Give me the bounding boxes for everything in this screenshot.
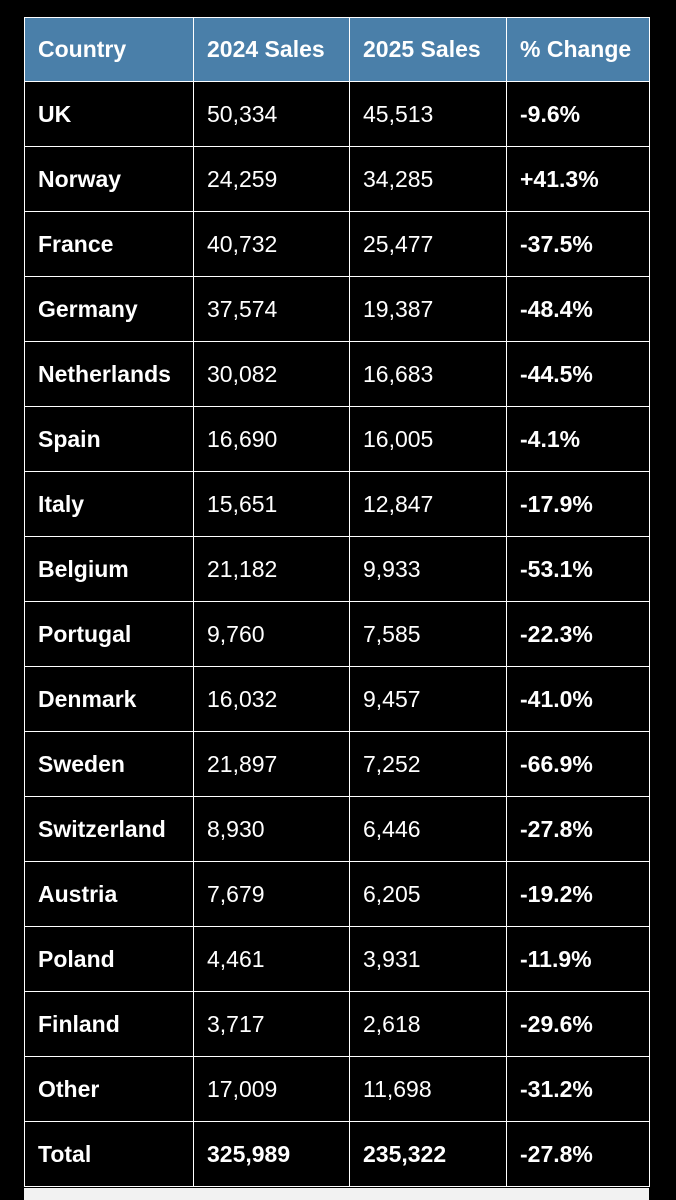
table-row: UK 50,334 45,513 -9.6%: [24, 81, 650, 147]
cell-2024-sales: 21,182: [193, 536, 350, 602]
cell-2024-sales: 40,732: [193, 211, 350, 277]
cell-2025-sales: 11,698: [349, 1056, 507, 1122]
header-row: Country 2024 Sales 2025 Sales % Change: [24, 17, 650, 82]
cell-2025-sales: 7,585: [349, 601, 507, 667]
cell-2025-sales: 45,513: [349, 81, 507, 147]
cell-percent-change: -37.5%: [506, 211, 650, 277]
cell-country: Other: [24, 1056, 194, 1122]
cell-country: Netherlands: [24, 341, 194, 407]
cell-percent-change: -48.4%: [506, 276, 650, 342]
cell-country: Sweden: [24, 731, 194, 797]
cell-country: Belgium: [24, 536, 194, 602]
table-row: Sweden 21,897 7,252 -66.9%: [24, 731, 650, 797]
cell-percent-change: -22.3%: [506, 601, 650, 667]
cell-country: Finland: [24, 991, 194, 1057]
table-row: Italy 15,651 12,847 -17.9%: [24, 471, 650, 537]
cell-country: Norway: [24, 146, 194, 212]
cell-2025-sales: 25,477: [349, 211, 507, 277]
sales-table-container: Country 2024 Sales 2025 Sales % Change U…: [24, 17, 650, 1187]
cell-percent-change: -11.9%: [506, 926, 650, 992]
cell-2025-sales: 2,618: [349, 991, 507, 1057]
cell-country: Switzerland: [24, 796, 194, 862]
bottom-bar: [24, 1188, 649, 1200]
table-row: Norway 24,259 34,285 +41.3%: [24, 146, 650, 212]
cell-2024-sales: 9,760: [193, 601, 350, 667]
cell-percent-change: -29.6%: [506, 991, 650, 1057]
cell-percent-change: -9.6%: [506, 81, 650, 147]
table-row: Other 17,009 11,698 -31.2%: [24, 1056, 650, 1122]
cell-percent-change: -19.2%: [506, 861, 650, 927]
cell-percent-change: -66.9%: [506, 731, 650, 797]
column-header-2024-sales: 2024 Sales: [193, 17, 350, 82]
cell-percent-change: -41.0%: [506, 666, 650, 732]
table-row: Austria 7,679 6,205 -19.2%: [24, 861, 650, 927]
cell-percent-change: -17.9%: [506, 471, 650, 537]
cell-country: Austria: [24, 861, 194, 927]
cell-country: Denmark: [24, 666, 194, 732]
table-row: Switzerland 8,930 6,446 -27.8%: [24, 796, 650, 862]
cell-2024-sales: 3,717: [193, 991, 350, 1057]
cell-percent-change: -53.1%: [506, 536, 650, 602]
cell-country: Total: [24, 1121, 194, 1187]
table-row: Spain 16,690 16,005 -4.1%: [24, 406, 650, 472]
cell-2025-sales: 34,285: [349, 146, 507, 212]
table-row: Netherlands 30,082 16,683 -44.5%: [24, 341, 650, 407]
cell-2025-sales: 6,205: [349, 861, 507, 927]
cell-country: Portugal: [24, 601, 194, 667]
cell-2024-sales: 17,009: [193, 1056, 350, 1122]
cell-2024-sales: 50,334: [193, 81, 350, 147]
cell-country: Germany: [24, 276, 194, 342]
cell-2025-sales: 7,252: [349, 731, 507, 797]
table-header: Country 2024 Sales 2025 Sales % Change: [24, 17, 650, 82]
total-row: Total 325,989 235,322 -27.8%: [24, 1121, 650, 1187]
cell-percent-change: -4.1%: [506, 406, 650, 472]
cell-country: Italy: [24, 471, 194, 537]
cell-2024-sales: 7,679: [193, 861, 350, 927]
table-row: Portugal 9,760 7,585 -22.3%: [24, 601, 650, 667]
column-header-percent-change: % Change: [506, 17, 650, 82]
cell-2024-sales: 24,259: [193, 146, 350, 212]
cell-2025-sales: 16,005: [349, 406, 507, 472]
table-row: Denmark 16,032 9,457 -41.0%: [24, 666, 650, 732]
cell-2025-sales: 12,847: [349, 471, 507, 537]
cell-2024-sales: 16,690: [193, 406, 350, 472]
column-header-2025-sales: 2025 Sales: [349, 17, 507, 82]
cell-2024-sales: 30,082: [193, 341, 350, 407]
cell-2024-sales: 15,651: [193, 471, 350, 537]
cell-2024-sales: 325,989: [193, 1121, 350, 1187]
table-row: Poland 4,461 3,931 -11.9%: [24, 926, 650, 992]
sales-table: Country 2024 Sales 2025 Sales % Change U…: [24, 17, 650, 1187]
cell-2024-sales: 8,930: [193, 796, 350, 862]
table-row: Belgium 21,182 9,933 -53.1%: [24, 536, 650, 602]
cell-country: Poland: [24, 926, 194, 992]
cell-2025-sales: 6,446: [349, 796, 507, 862]
cell-percent-change: -27.8%: [506, 796, 650, 862]
table-body: UK 50,334 45,513 -9.6% Norway 24,259 34,285 +41…: [24, 81, 650, 1187]
cell-2025-sales: 235,322: [349, 1121, 507, 1187]
cell-2024-sales: 4,461: [193, 926, 350, 992]
cell-percent-change: -27.8%: [506, 1121, 650, 1187]
cell-country: Spain: [24, 406, 194, 472]
column-header-country: Country: [24, 17, 194, 82]
cell-2024-sales: 16,032: [193, 666, 350, 732]
cell-2025-sales: 19,387: [349, 276, 507, 342]
cell-2025-sales: 3,931: [349, 926, 507, 992]
cell-country: France: [24, 211, 194, 277]
table-row: Germany 37,574 19,387 -48.4%: [24, 276, 650, 342]
table-row: Finland 3,717 2,618 -29.6%: [24, 991, 650, 1057]
cell-percent-change: -31.2%: [506, 1056, 650, 1122]
cell-2024-sales: 37,574: [193, 276, 350, 342]
cell-2025-sales: 16,683: [349, 341, 507, 407]
cell-2025-sales: 9,457: [349, 666, 507, 732]
cell-country: UK: [24, 81, 194, 147]
cell-percent-change: -44.5%: [506, 341, 650, 407]
cell-2024-sales: 21,897: [193, 731, 350, 797]
table-row: France 40,732 25,477 -37.5%: [24, 211, 650, 277]
cell-2025-sales: 9,933: [349, 536, 507, 602]
cell-percent-change: +41.3%: [506, 146, 650, 212]
